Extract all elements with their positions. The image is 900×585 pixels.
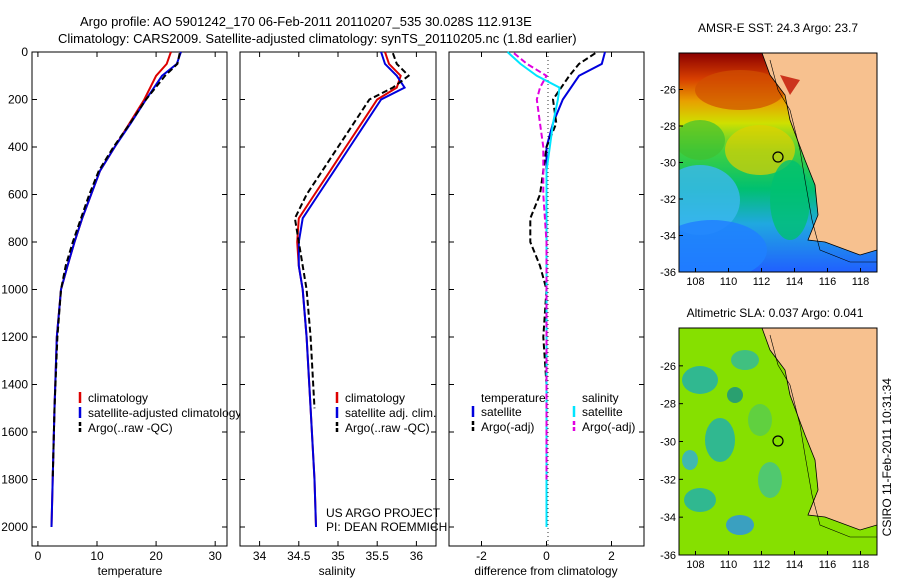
sla-argo-marker xyxy=(772,435,784,447)
title-line-2: Climatology: CARS2009. Satellite-adjuste… xyxy=(58,31,577,46)
temperature-xlabel: temperature xyxy=(98,564,163,578)
sst_map-ytick-label: -26 xyxy=(660,85,676,97)
sst_map-ytick-label: -34 xyxy=(660,231,676,243)
depth-tick-label: 200 xyxy=(8,93,28,107)
sla_map-ytick-label: -28 xyxy=(660,399,676,411)
temperature-series-argo-raw-qc- xyxy=(51,52,181,480)
depth-tick-label: 1400 xyxy=(1,378,28,392)
depth-tick-label: 2000 xyxy=(1,520,28,534)
sla_map-xtick-label: 116 xyxy=(819,559,837,571)
sla_map-ytick-label: -26 xyxy=(660,361,676,373)
salinity-xtick-label: 36 xyxy=(410,549,424,563)
temperature-legend: climatology satellite-adjusted climatolo… xyxy=(78,391,241,435)
title-line-1: Argo profile: AO 5901242_170 06-Feb-2011… xyxy=(80,14,532,29)
difference-xtick-label: 0 xyxy=(543,549,550,563)
sla_map-xtick-label: 118 xyxy=(852,559,870,571)
difference-xtick-label: 2 xyxy=(608,549,615,563)
temperature-legend-argo: Argo(..raw -QC) xyxy=(88,421,173,435)
salinity-series-satellite-adj-clim- xyxy=(297,51,407,528)
temperature-panel: 0 10 20 30 0 200 400 600 800 1000 1200 1400 1600 1800… xyxy=(1,45,241,578)
difference-legend: temperature salinity satellite Argo(-adj… xyxy=(471,391,635,434)
salinity-xtick-label: 35 xyxy=(331,549,345,563)
sla_map-xtick-label: 114 xyxy=(786,559,804,571)
annotation-pi: PI: DEAN ROEMMICH xyxy=(326,520,447,534)
salinity-legend-satellite: satellite adj. clim. xyxy=(345,406,436,420)
sst_map-ytick-label: -30 xyxy=(660,158,676,170)
sla_map-ytick-label: -32 xyxy=(660,474,676,486)
sst_map-xtick-label: 108 xyxy=(686,276,704,288)
temperature-xtick-label: 20 xyxy=(149,549,163,563)
timestamp: CSIRO 11-Feb-2011 10:31:34 xyxy=(880,378,894,537)
difference-xtick-label: -2 xyxy=(476,549,487,563)
temperature-xtick-label: 30 xyxy=(209,549,223,563)
sst_map-xtick-label: 116 xyxy=(819,276,837,288)
salinity-xtick-label: 34.5 xyxy=(287,549,311,563)
sst_map-xtick-label: 112 xyxy=(753,276,771,288)
depth-tick-label: 400 xyxy=(8,140,28,154)
difference-xlabel: difference from climatology xyxy=(474,564,617,578)
sst_map-xtick-label: 114 xyxy=(786,276,804,288)
depth-tick-label: 1200 xyxy=(1,330,28,344)
sst_map-ytick-label: -32 xyxy=(660,194,676,206)
depth-tick-label: 800 xyxy=(8,235,28,249)
sla_map-ytick-label: -34 xyxy=(660,512,676,524)
sla_map-ytick-label: -30 xyxy=(660,437,676,449)
depth-tick-label: 600 xyxy=(8,188,28,202)
temperature-legend-climatology: climatology xyxy=(88,391,148,405)
temperature-legend-satellite: satellite-adjusted climatology xyxy=(88,406,241,420)
sst_map-xtick-label: 110 xyxy=(720,276,738,288)
sla-map-title: Altimetric SLA: 0.037 Argo: 0.041 xyxy=(687,306,864,320)
sla_map-xtick-label: 110 xyxy=(720,559,738,571)
sla-map: Altimetric SLA: 0.037 Argo: 0.041 108 110… xyxy=(660,306,878,571)
depth-tick-label: 1000 xyxy=(1,283,28,297)
salinity-legend: climatology satellite adj. clim. Argo(..… xyxy=(335,391,436,435)
sst-argo-marker xyxy=(772,151,784,163)
sst-map-title: AMSR-E SST: 24.3 Argo: 23.7 xyxy=(698,21,858,35)
difference-legend-header-temperature: temperature xyxy=(481,391,546,405)
salinity-xtick-label: 34 xyxy=(253,549,267,563)
sst_map-ytick-label: -36 xyxy=(660,267,676,279)
difference-series-salinity-satellite xyxy=(506,51,561,527)
depth-tick-label: 0 xyxy=(21,45,28,59)
temperature-xtick-label: 0 xyxy=(35,549,42,563)
salinity-panel: 34 34.5 35 35.5 36 salinity climatology sate… xyxy=(239,51,447,578)
sla_map-xtick-label: 112 xyxy=(753,559,771,571)
annotation-project: US ARGO PROJECT xyxy=(326,506,441,520)
temperature-xtick-label: 10 xyxy=(90,549,104,563)
sst_map-xtick-label: 118 xyxy=(852,276,870,288)
depth-tick-label: 1600 xyxy=(1,425,28,439)
salinity-legend-climatology: climatology xyxy=(345,391,405,405)
sla_map-ytick-label: -36 xyxy=(660,550,676,562)
difference-legend-sal-satellite: satellite xyxy=(582,405,623,419)
salinity-legend-argo: Argo(..raw -QC) xyxy=(345,421,430,435)
difference-legend-sal-argo: Argo(-adj) xyxy=(582,420,635,434)
difference-series-temperature-argo-adj- xyxy=(529,52,596,480)
difference-legend-temp-argo: Argo(-adj) xyxy=(481,420,534,434)
difference-legend-header-salinity: salinity xyxy=(582,391,619,405)
salinity-xtick-label: 35.5 xyxy=(366,549,390,563)
salinity-xlabel: salinity xyxy=(319,564,356,578)
sst_map-ytick-label: -28 xyxy=(660,121,676,133)
difference-panel: -2 0 2 difference from climatology tempera… xyxy=(448,51,645,578)
sla_map-xtick-label: 108 xyxy=(686,559,704,571)
depth-tick-label: 1800 xyxy=(1,473,28,487)
difference-series-salinity-argo-adj- xyxy=(513,52,548,480)
difference-legend-temp-satellite: satellite xyxy=(481,405,522,419)
sst-map: AMSR-E SST: 24.3 Argo: 23.7 108 110 112 114… xyxy=(660,21,878,288)
